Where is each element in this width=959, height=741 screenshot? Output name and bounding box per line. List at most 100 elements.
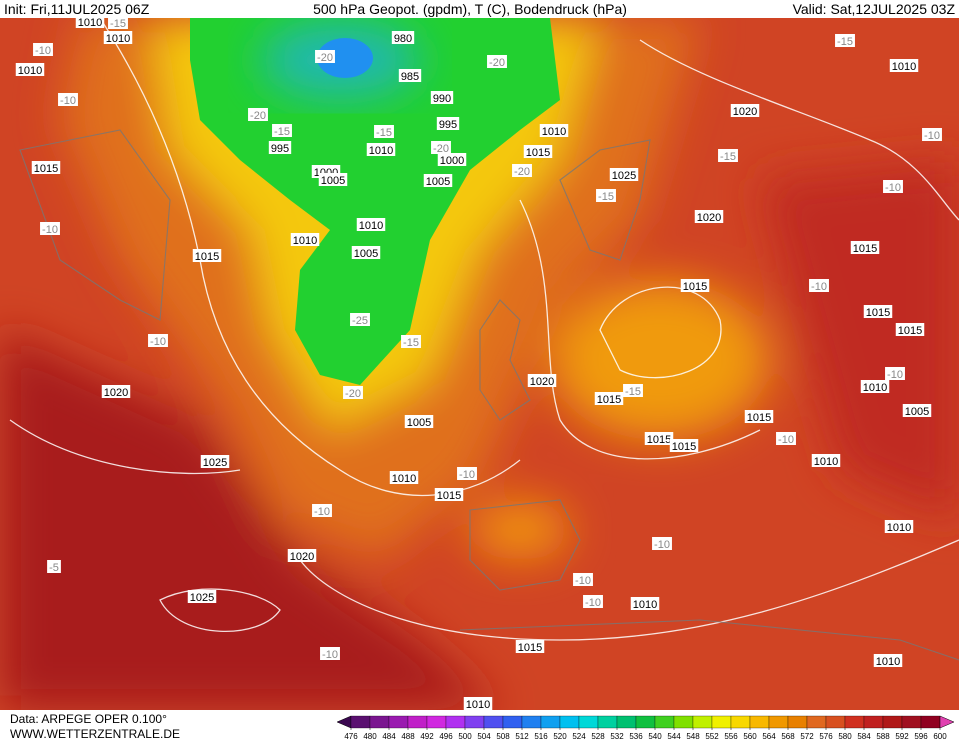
temperature-label-text: -10 — [322, 649, 338, 661]
pressure-label-text: 1010 — [78, 17, 102, 29]
pressure-label: 1010 — [290, 233, 320, 247]
pressure-label-text: 1015 — [526, 147, 550, 159]
temperature-label-box — [596, 189, 616, 202]
pressure-label-box — [863, 305, 893, 318]
colorbar-segment — [692, 715, 713, 729]
temperature-label-text: -20 — [433, 143, 449, 155]
pressure-label-box — [889, 59, 919, 72]
pressure-label-text: 1010 — [876, 656, 900, 668]
pressure-label-text: 1025 — [190, 592, 214, 604]
pressure-label: 1020 — [287, 549, 317, 563]
colorbar-label: 520 — [553, 732, 567, 741]
colorbar-label: 528 — [591, 732, 605, 741]
pressure-label: 1015 — [434, 488, 464, 502]
colorbar-segment — [635, 715, 656, 729]
colorbar-label: 600 — [933, 732, 947, 741]
colorbar-segment — [787, 715, 808, 729]
pressure-label-box — [391, 31, 415, 44]
temperature-label-text: -15 — [598, 191, 614, 203]
warm-patch — [550, 280, 770, 440]
colorbar-label: 548 — [686, 732, 700, 741]
isobars — [9, 18, 959, 641]
colorbar-label: 568 — [781, 732, 795, 741]
temperature-label-text: -10 — [885, 182, 901, 194]
temperature-label-text: -15 — [274, 126, 290, 138]
pressure-label: 1020 — [730, 104, 760, 118]
pressure-label-box — [366, 143, 396, 156]
colorbar-label: 564 — [762, 732, 776, 741]
pressure-label-text: 985 — [401, 71, 419, 83]
pressure-label: 1020 — [527, 374, 557, 388]
temperature-label-text: -10 — [654, 539, 670, 551]
pressure-label: 985 — [398, 69, 422, 83]
pressure-label: 1010 — [811, 454, 841, 468]
pressure-label-box — [523, 145, 553, 158]
pressure-label-text: 1010 — [466, 699, 490, 711]
temperature-label-box — [248, 108, 268, 121]
temperature-label-box — [583, 595, 603, 608]
pressure-label: 1010 — [463, 697, 493, 711]
pressure-label-box — [287, 549, 317, 562]
colorbar-segment — [369, 715, 390, 729]
pressure-label: 1015 — [680, 279, 710, 293]
pressure-label-text: 1010 — [863, 382, 887, 394]
temperature-label-box — [718, 149, 738, 162]
temperature-label: -10 — [457, 467, 477, 481]
temperature-label-text: -10 — [42, 224, 58, 236]
temperature-label-box — [33, 43, 53, 56]
temperature-label: -20 — [343, 386, 363, 400]
colorbar-label: 516 — [534, 732, 548, 741]
temperature-label-box — [108, 16, 128, 29]
temperature-label-text: -10 — [924, 130, 940, 142]
pressure-label-box — [351, 246, 381, 259]
green-trough — [190, 18, 560, 385]
field — [0, 18, 959, 710]
colorbar-label: 592 — [895, 732, 909, 741]
pressure-label-box — [644, 432, 674, 445]
pressure-label-box — [187, 590, 217, 603]
pressure-label-box — [669, 439, 699, 452]
pressure-label: 1015 — [515, 640, 545, 654]
pressure-label-text: 1005 — [905, 406, 929, 418]
temperature-label-box — [776, 432, 796, 445]
pressure-label-text: 1005 — [407, 417, 431, 429]
pressure-label-text: 980 — [394, 33, 412, 45]
pressure-label-text: 1010 — [392, 473, 416, 485]
temperature-label-text: -10 — [778, 434, 794, 446]
pressure-label-box — [430, 91, 454, 104]
temperature-label-text: -10 — [887, 369, 903, 381]
pressure-label: 995 — [436, 117, 460, 131]
pressure-label: 1010 — [873, 654, 903, 668]
colorbar-label: 496 — [439, 732, 453, 741]
pressure-label-box — [873, 654, 903, 667]
temperature-label-text: -5 — [49, 562, 59, 574]
pressure-label: 1025 — [200, 455, 230, 469]
temperature-label-box — [148, 334, 168, 347]
coastlines — [19, 129, 959, 661]
pressure-label-box — [895, 323, 925, 336]
pressure-label-text: 1020 — [290, 551, 314, 563]
colorbar-segment — [920, 715, 941, 729]
colorbar-label: 584 — [857, 732, 871, 741]
pressure-label-text: 1005 — [354, 248, 378, 260]
pressure-label: 1010 — [15, 63, 45, 77]
temperature-label-text: -20 — [489, 57, 505, 69]
pressure-label: 1010 — [75, 15, 105, 29]
colorbar-segment — [901, 715, 922, 729]
pressure-label: 1020 — [101, 385, 131, 399]
temperature-label-box — [315, 50, 335, 63]
temperature-label-box — [40, 222, 60, 235]
pressure-label-box — [436, 117, 460, 130]
temperature-label-box — [350, 313, 370, 326]
temperature-label-text: -10 — [575, 575, 591, 587]
temperature-label-text: -10 — [60, 95, 76, 107]
colorbar-segment — [445, 715, 466, 729]
pressure-label-text: 1005 — [426, 176, 450, 188]
pressure-label-box — [539, 124, 569, 137]
pressure-label: 1010 — [889, 59, 919, 73]
pressure-label-box — [103, 31, 133, 44]
temperature-label-text: -15 — [376, 127, 392, 139]
pressure-label-text: 1005 — [321, 175, 345, 187]
pressure-label-box — [434, 488, 464, 501]
